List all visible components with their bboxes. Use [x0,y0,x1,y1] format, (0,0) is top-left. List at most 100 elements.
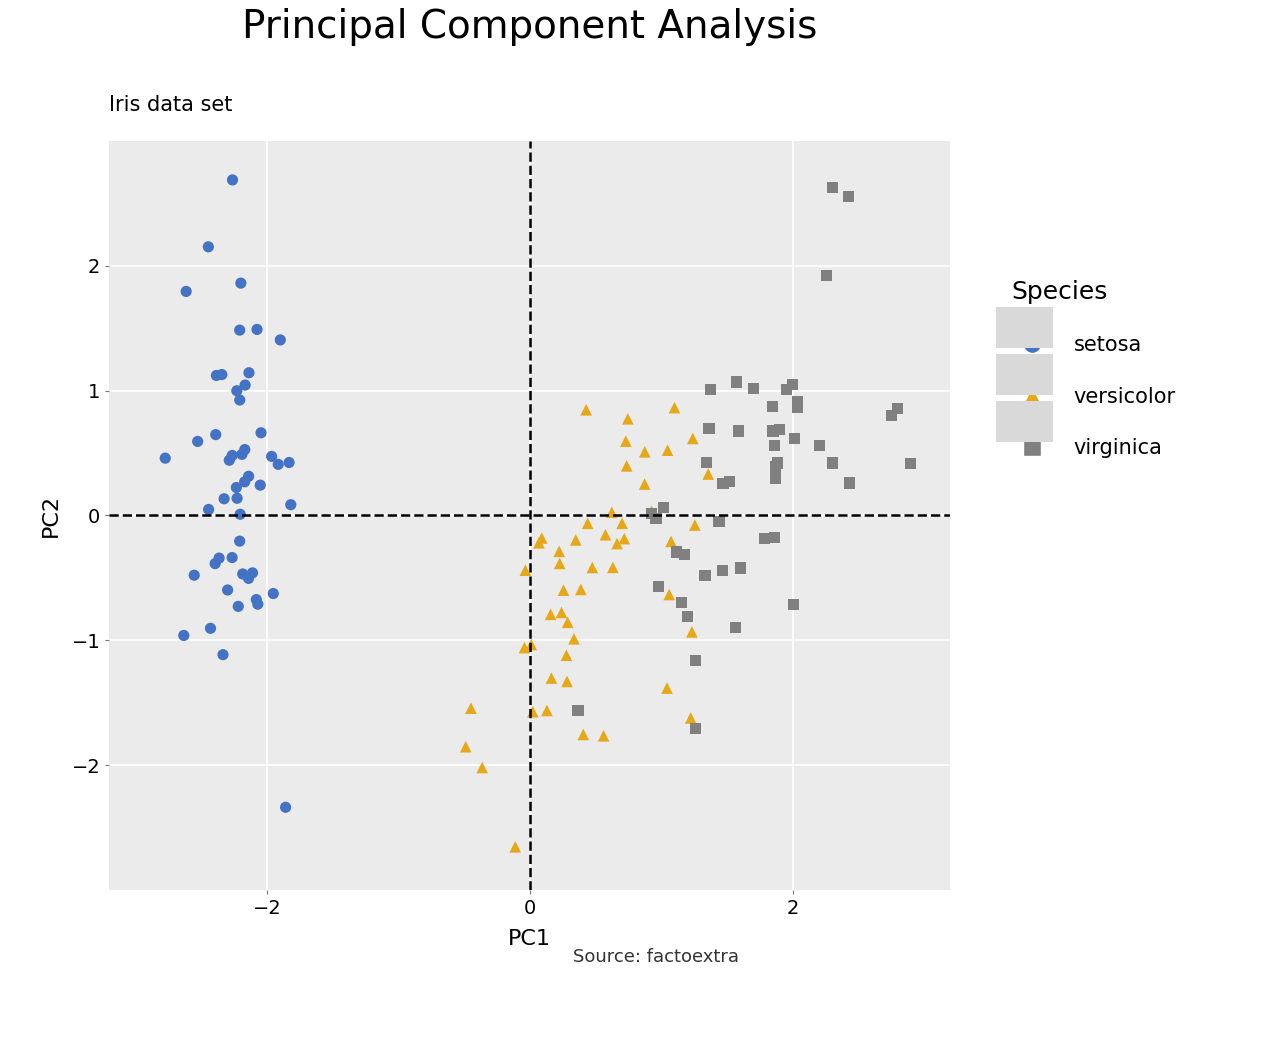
versicolor [573,726,593,743]
versicolor [570,581,591,597]
versicolor [617,411,638,428]
versicolor [616,433,636,450]
virginica [709,512,729,529]
versicolor [472,759,493,776]
setosa [206,427,226,443]
versicolor [682,624,702,640]
setosa [239,365,259,381]
virginica [712,562,733,578]
versicolor [456,739,476,756]
versicolor [657,680,677,697]
versicolor [593,727,613,744]
setosa [229,598,249,615]
virginica [765,437,785,454]
versicolor [514,639,535,656]
versicolor [549,543,569,560]
virginica [770,421,790,438]
setosa [198,501,218,518]
virginica [568,702,588,719]
versicolor [660,533,681,550]
setosa [262,449,282,465]
versicolor [698,465,719,482]
virginica [646,510,667,527]
versicolor [554,582,574,598]
setosa [222,172,243,189]
virginica [678,608,699,625]
versicolor [565,531,585,548]
versicolor [537,702,558,719]
versicolor [541,670,561,686]
setosa [226,383,246,399]
setosa [263,585,283,602]
versicolor [683,430,704,446]
versicolor [664,399,685,416]
virginica [787,393,808,410]
versicolor [521,636,541,653]
virginica [648,578,668,595]
setosa [246,591,267,608]
virginica [726,373,747,390]
virginica [712,475,733,492]
virginica [823,179,843,196]
virginica [955,505,975,522]
setosa [222,447,243,464]
virginica [765,471,785,487]
virginica [665,544,686,561]
versicolor [603,559,624,575]
setosa [243,565,263,582]
virginica [809,437,829,454]
setosa [188,433,208,450]
setosa [220,452,240,468]
setosa [210,550,230,567]
setosa [250,477,271,494]
versicolor [550,555,570,572]
virginica [839,475,860,492]
setosa [184,567,204,584]
versicolor [602,504,622,521]
virginica [900,455,921,472]
virginica [881,407,902,423]
versicolor [681,709,701,726]
versicolor [505,838,526,855]
setosa [235,474,255,490]
setosa [235,441,255,458]
setosa [230,392,250,409]
setosa [155,450,175,466]
virginica [765,529,785,546]
virginica [743,380,763,397]
X-axis label: PC1: PC1 [508,930,551,949]
setosa [251,424,272,441]
versicolor [556,673,577,690]
virginica [654,499,674,516]
versicolor [658,442,678,459]
setosa [213,490,234,507]
virginica [730,560,751,576]
virginica [767,455,787,472]
setosa [248,596,268,613]
virginica [822,455,842,472]
versicolor [659,586,679,603]
setosa [276,799,296,815]
versicolor [523,703,544,720]
setosa [174,627,194,643]
virginica [766,459,786,476]
setosa [235,376,255,393]
setosa [239,467,259,484]
Text: Principal Component Analysis: Principal Component Analysis [243,8,818,46]
virginica [784,596,804,613]
setosa [239,570,259,587]
setosa [231,275,251,291]
versicolor [582,560,602,576]
setosa [227,489,248,506]
setosa [268,456,288,473]
virginica [782,376,803,393]
virginica [838,188,859,204]
versicolor [528,534,549,551]
versicolor [577,401,597,418]
versicolor [635,443,655,460]
virginica [785,431,805,447]
versicolor [685,517,705,533]
versicolor [461,700,481,717]
Legend: setosa, versicolor, virginica: setosa, versicolor, virginica [994,263,1193,475]
versicolor [516,562,536,578]
